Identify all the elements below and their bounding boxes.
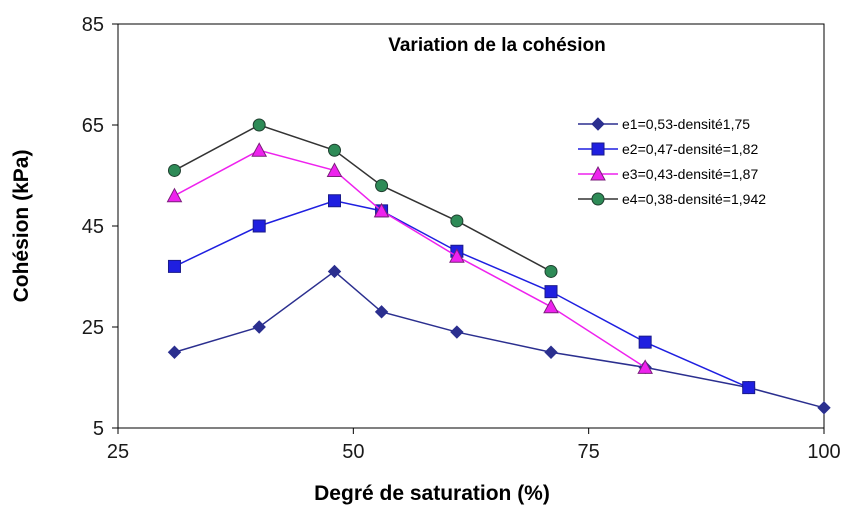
- series-3-point: [543, 298, 559, 314]
- series-1-point: [817, 401, 831, 415]
- legend-label: e1=0,53-densité1,75: [622, 116, 750, 132]
- series-1-point: [544, 345, 558, 359]
- x-tick-label: 50: [342, 441, 364, 463]
- series-4-line: [174, 124, 552, 273]
- series-2-point: [328, 194, 342, 208]
- series-3-point: [449, 248, 465, 263]
- y-tick-label: 65: [82, 115, 104, 137]
- legend-label: e3=0,43-densité=1,87: [622, 166, 758, 182]
- y-tick-label: 25: [82, 317, 104, 339]
- legend-entry: e4=0,38-densité=1,942: [578, 191, 766, 207]
- series-3-line: [174, 149, 646, 369]
- plot-area: [117, 23, 825, 429]
- series-1-point: [252, 320, 266, 334]
- legend-marker: [591, 117, 605, 131]
- series-2-point: [167, 259, 181, 273]
- series-1-point: [327, 264, 342, 279]
- series-1: [167, 264, 831, 415]
- series-2-point: [544, 285, 558, 299]
- series-4-point: [167, 163, 181, 177]
- series-4: [167, 118, 558, 278]
- series-3-point: [326, 162, 343, 177]
- chart-title: Variation de la cohésion: [388, 35, 606, 56]
- x-tick-label: 25: [107, 441, 129, 463]
- series-3-point: [251, 142, 268, 157]
- legend-entry: e1=0,53-densité1,75: [578, 116, 750, 132]
- legend-label: e2=0,47-densité=1,82: [622, 141, 758, 157]
- series-4-point: [544, 264, 558, 278]
- legend-marker: [590, 165, 606, 181]
- series-3-point: [166, 187, 183, 203]
- legend-label: e4=0,38-densité=1,942: [622, 191, 766, 207]
- series-4-point: [328, 143, 342, 157]
- x-axis-title: Degré de saturation (%): [314, 482, 550, 505]
- series-2-point: [638, 335, 652, 349]
- series-3-point: [373, 202, 390, 218]
- legend: e1=0,53-densité1,75 e2=0,47-densité=1,82 e…: [578, 116, 766, 207]
- y-axis-title: Cohésion (kPa): [10, 150, 33, 303]
- plot-frame: [117, 23, 825, 429]
- series-2-line: [174, 199, 749, 389]
- series-3-point: [637, 359, 653, 374]
- series-4-point: [450, 214, 464, 228]
- series-1-point: [450, 325, 464, 339]
- y-tick-label: 5: [93, 418, 104, 440]
- series-1-line: [174, 270, 825, 409]
- x-tick-label: 100: [807, 441, 840, 463]
- series-1-point: [374, 305, 389, 319]
- legend-entry: e2=0,47-densité=1,82: [578, 141, 758, 157]
- x-tick-label: 75: [578, 441, 600, 463]
- legend-marker: [591, 192, 605, 206]
- series-3: [166, 142, 653, 374]
- series-4-point: [252, 118, 266, 132]
- series-2-point: [252, 219, 266, 233]
- legend-marker: [591, 142, 605, 156]
- series-2-point: [742, 381, 756, 395]
- y-tick-label: 45: [82, 216, 104, 238]
- series-layer: [166, 118, 831, 415]
- series-4-point: [375, 179, 389, 193]
- series-1-point: [167, 345, 182, 359]
- y-tick-label: 85: [82, 14, 104, 36]
- legend-entry: e3=0,43-densité=1,87: [578, 165, 758, 182]
